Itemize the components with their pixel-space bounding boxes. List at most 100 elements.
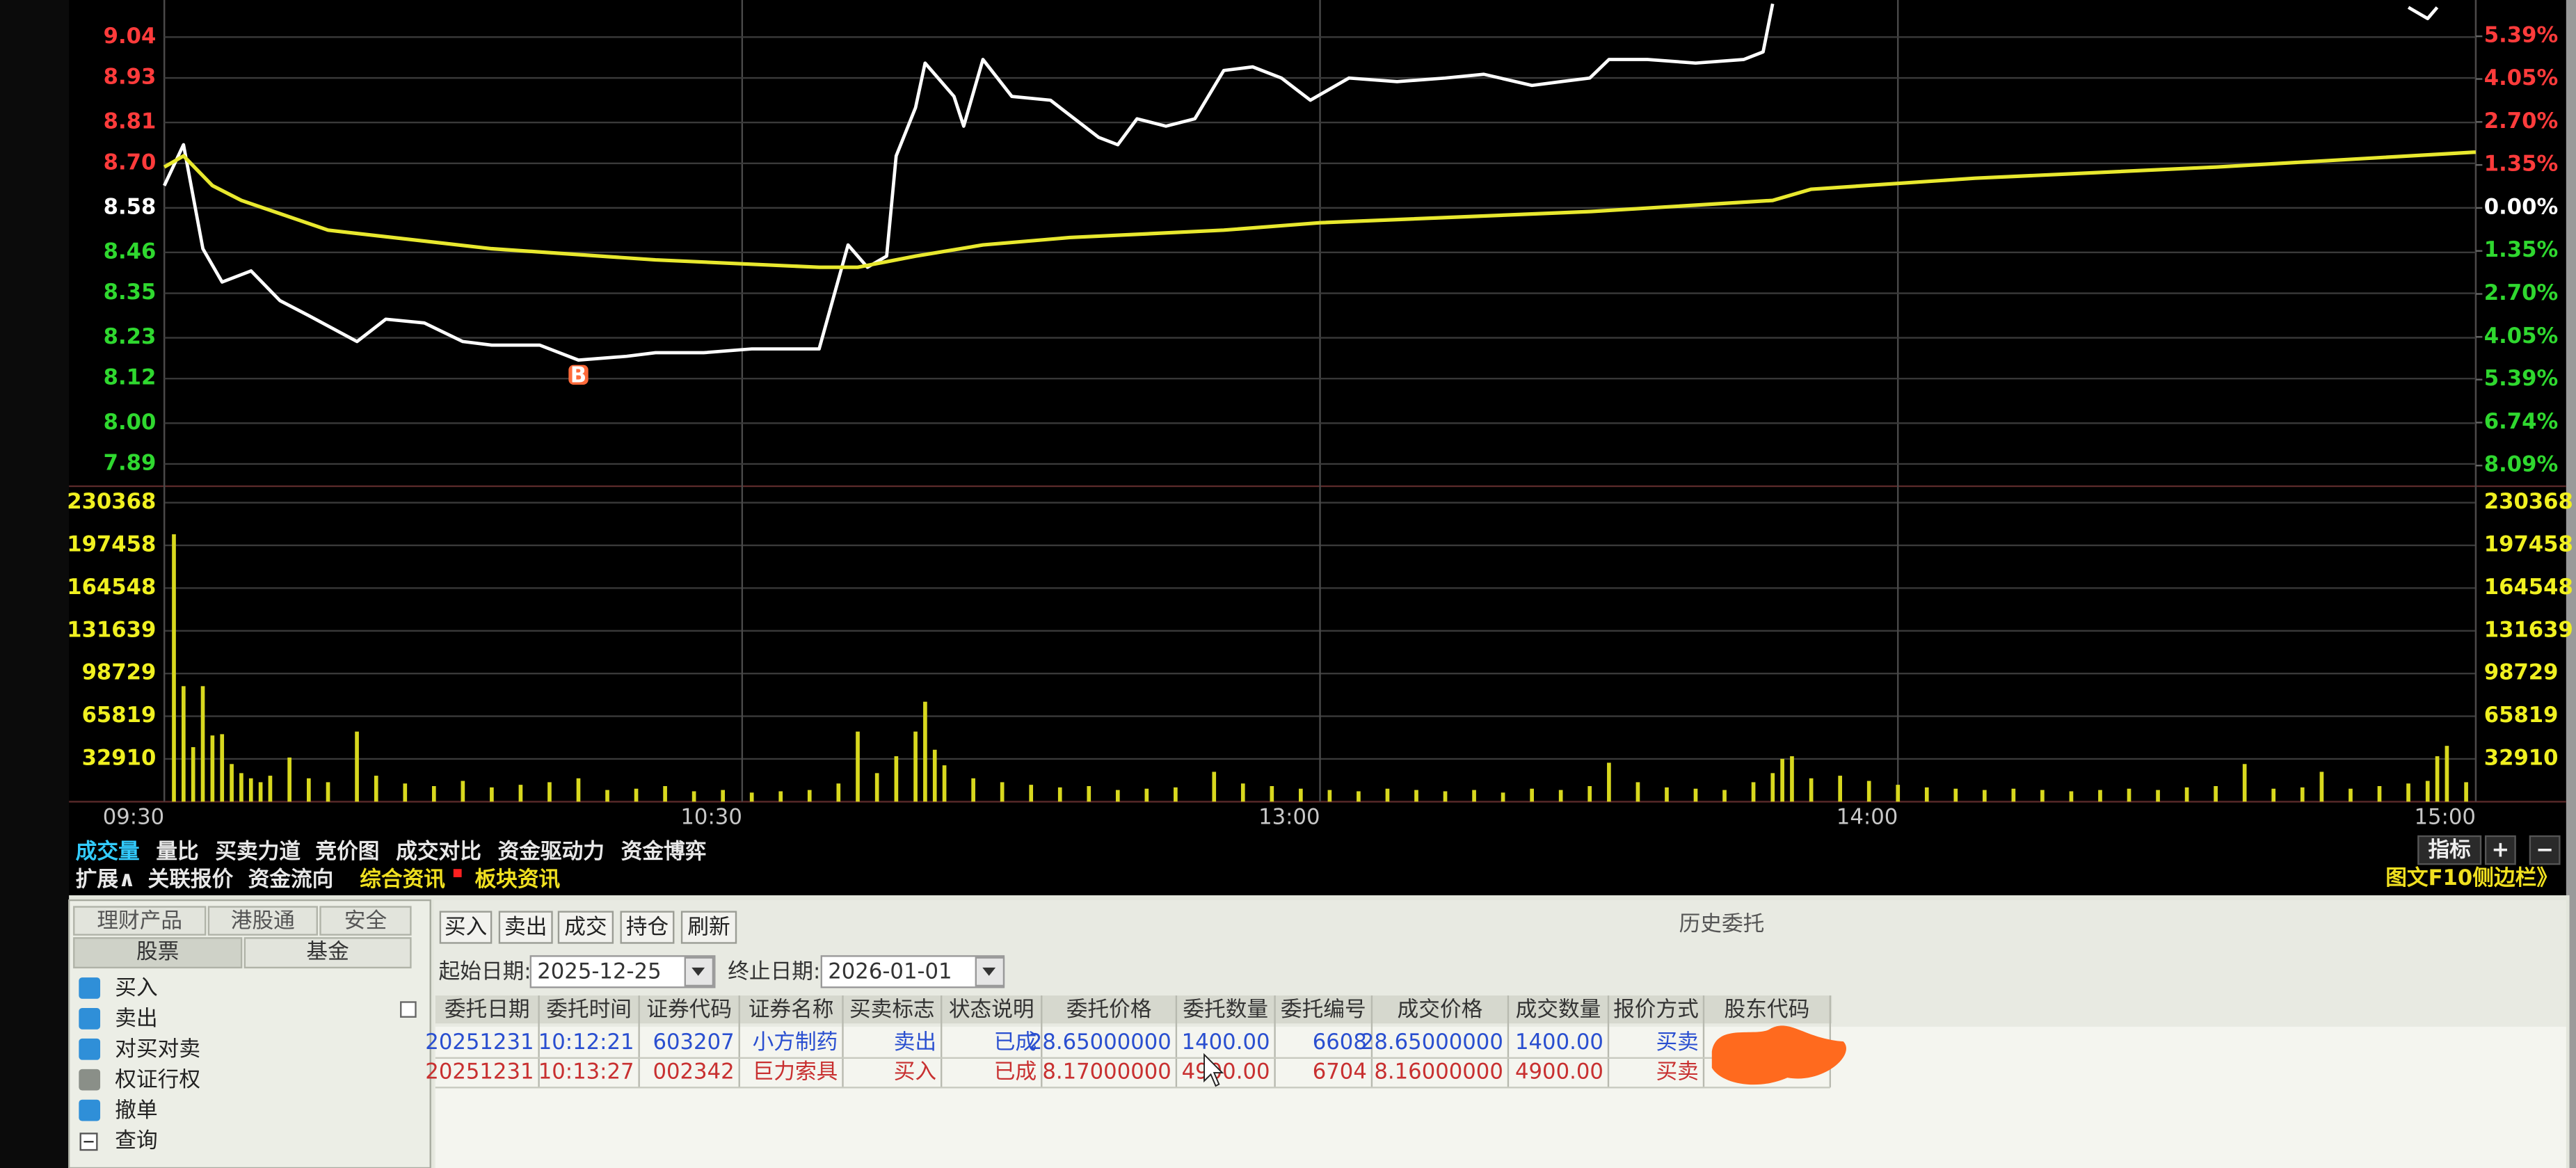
volume-bar bbox=[2098, 790, 2102, 802]
menu-item[interactable]: 查询 bbox=[115, 1129, 157, 1153]
volume-bar bbox=[874, 773, 879, 802]
toolbar-button-label[interactable]: 持仓 bbox=[626, 915, 669, 940]
table-cell: 4900.00 bbox=[1182, 1060, 1270, 1085]
y-tick-label: 164548 bbox=[67, 575, 156, 600]
y2-tick-label: 32910 bbox=[2484, 746, 2559, 770]
toolbar-button-label[interactable]: 成交 bbox=[564, 915, 607, 940]
toolbar-button-label[interactable]: 卖出 bbox=[504, 915, 547, 940]
menu-icon bbox=[79, 1099, 101, 1121]
end-label: 终止日期: bbox=[728, 959, 820, 984]
indicator-button-label[interactable]: − bbox=[2536, 838, 2554, 863]
info-tab[interactable]: 关联报价 bbox=[148, 867, 234, 892]
tab-label[interactable]: 理财产品 bbox=[97, 909, 182, 933]
dropdown-arrow bbox=[982, 967, 996, 976]
table-cell: 4900.00 bbox=[1515, 1060, 1603, 1085]
y-tick-label: 8.58 bbox=[104, 195, 157, 219]
x-tick-label: 15:00 bbox=[2415, 806, 2476, 830]
indicator-button-label[interactable]: 指标 bbox=[2428, 838, 2470, 863]
column-header: 委托编号 bbox=[1281, 998, 1366, 1022]
indicator-button[interactable] bbox=[2417, 835, 2482, 865]
volume-bar bbox=[942, 765, 947, 802]
sidebar-link[interactable]: 图文F10侧边栏》 bbox=[2385, 865, 2558, 890]
toolbar-button[interactable] bbox=[439, 911, 493, 944]
volume-bar bbox=[1299, 788, 1303, 802]
y-tick-label: 8.93 bbox=[104, 65, 157, 90]
volume-bar bbox=[807, 790, 812, 802]
volume-bar bbox=[268, 776, 273, 802]
y-tick-label: 98729 bbox=[82, 661, 157, 685]
volume-bar bbox=[856, 731, 860, 802]
volume-bar bbox=[1558, 790, 1563, 802]
volume-bar bbox=[239, 773, 243, 802]
chart-tab[interactable]: 竞价图 bbox=[315, 839, 379, 864]
toolbar-button-label[interactable]: 买入 bbox=[445, 915, 487, 940]
tab-label[interactable]: 安全 bbox=[344, 909, 387, 933]
tab[interactable] bbox=[73, 906, 207, 936]
volume-bar bbox=[326, 782, 330, 802]
table-cell: 已成 bbox=[994, 1030, 1037, 1055]
volume-bar bbox=[490, 787, 494, 802]
menu-item[interactable]: 撤单 bbox=[115, 1098, 157, 1123]
dropdown-arrow bbox=[691, 967, 705, 976]
tab-label[interactable]: 股票 bbox=[136, 940, 179, 964]
chart-tab[interactable]: 资金博弈 bbox=[621, 839, 707, 864]
volume-bar bbox=[923, 701, 927, 802]
toolbar-button[interactable] bbox=[620, 911, 675, 944]
table-cell: 1400.00 bbox=[1182, 1030, 1270, 1055]
redaction bbox=[1711, 1025, 1846, 1085]
start-date: 2025-12-25 bbox=[537, 959, 661, 984]
menu-icon bbox=[79, 1069, 101, 1091]
volume-bar bbox=[518, 785, 523, 802]
tab-label[interactable]: 基金 bbox=[306, 940, 349, 964]
volume-bar bbox=[1144, 788, 1149, 802]
chart-tab[interactable]: 成交量 bbox=[76, 839, 140, 864]
chart-tab[interactable]: 买卖力道 bbox=[215, 840, 301, 864]
indicator-button[interactable] bbox=[2529, 835, 2561, 865]
chart-tab[interactable]: 资金驱动力 bbox=[498, 839, 605, 864]
chart-tab[interactable]: 量比 bbox=[156, 840, 198, 864]
info-tab[interactable]: 板块资讯 bbox=[475, 867, 561, 892]
tab[interactable] bbox=[73, 937, 243, 969]
volume-bar bbox=[2214, 786, 2218, 802]
menu-item[interactable]: 卖出 bbox=[115, 1007, 157, 1031]
toolbar-button-label[interactable]: 刷新 bbox=[687, 915, 730, 940]
info-tab[interactable]: 综合资讯 bbox=[360, 867, 445, 892]
chart-tab[interactable]: 成交对比 bbox=[396, 839, 481, 864]
checkbox[interactable] bbox=[400, 1001, 417, 1018]
volume-bar bbox=[1115, 790, 1120, 802]
toolbar-button[interactable] bbox=[498, 911, 553, 944]
y-tick-label: 8.12 bbox=[104, 366, 157, 390]
volume-bar bbox=[971, 778, 975, 802]
indicator-button-label[interactable]: + bbox=[2492, 838, 2510, 863]
x-tick-label: 09:30 bbox=[103, 806, 164, 830]
table-cell: 10:12:21 bbox=[538, 1030, 634, 1055]
volume-bar bbox=[1414, 790, 1418, 802]
column-header: 成交价格 bbox=[1398, 998, 1483, 1022]
start-date-input[interactable] bbox=[529, 955, 716, 989]
y2-tick-label: 5.39% bbox=[2484, 24, 2558, 48]
toolbar-button[interactable] bbox=[680, 911, 737, 944]
volume-bar bbox=[248, 778, 253, 802]
info-tab[interactable]: 扩展∧ bbox=[76, 867, 136, 892]
table-cell: 20251231 bbox=[425, 1030, 534, 1055]
end-date-input[interactable] bbox=[820, 955, 1005, 989]
tab[interactable] bbox=[319, 906, 412, 936]
tab[interactable] bbox=[207, 906, 318, 936]
tab-label[interactable]: 港股通 bbox=[231, 909, 295, 933]
info-tab[interactable]: 资金流向 bbox=[248, 867, 334, 892]
tab[interactable] bbox=[243, 937, 412, 969]
table-cell: 6608 bbox=[1313, 1030, 1367, 1055]
volume-bar bbox=[182, 686, 186, 802]
volume-bar bbox=[2271, 788, 2276, 802]
volume-bar bbox=[576, 778, 581, 802]
volume-bar bbox=[932, 749, 937, 802]
column-header: 证券名称 bbox=[749, 998, 834, 1022]
y2-tick-label: 1.35% bbox=[2484, 152, 2558, 177]
indicator-button[interactable] bbox=[2484, 835, 2516, 865]
toolbar-button[interactable] bbox=[557, 911, 614, 944]
column-header: 委托数量 bbox=[1183, 998, 1268, 1022]
menu-item[interactable]: 权证行权 bbox=[115, 1068, 200, 1092]
table-cell: 已成 bbox=[994, 1060, 1037, 1085]
menu-item[interactable]: 买入 bbox=[115, 976, 157, 1000]
menu-item[interactable]: 对买对卖 bbox=[115, 1037, 200, 1062]
